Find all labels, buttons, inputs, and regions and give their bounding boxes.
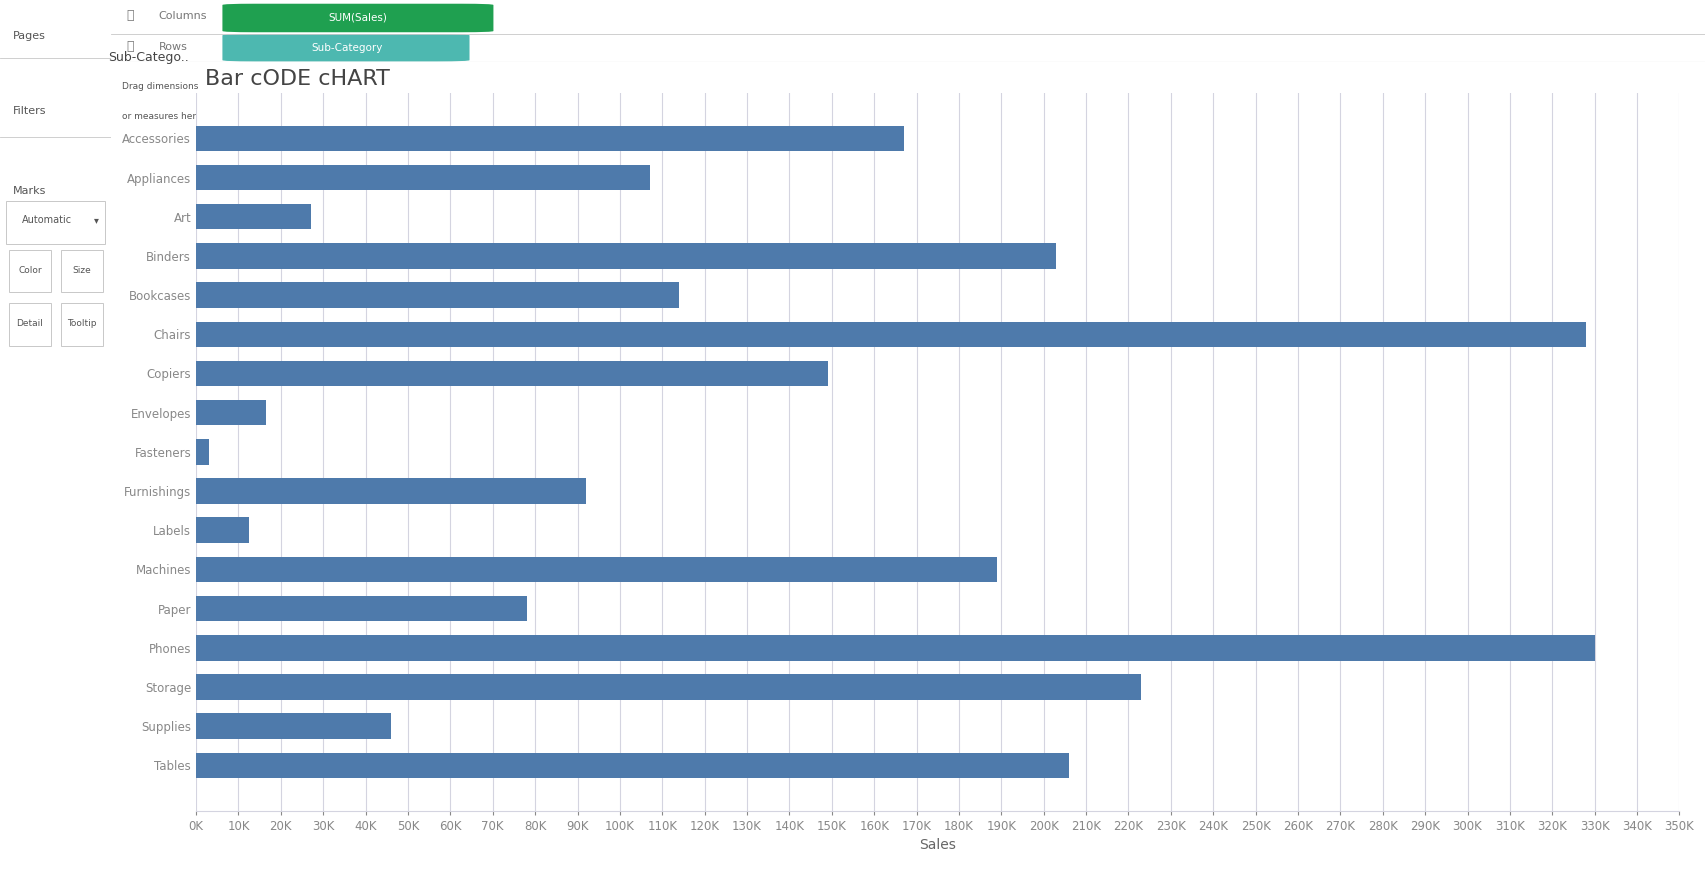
FancyBboxPatch shape xyxy=(5,201,106,244)
FancyBboxPatch shape xyxy=(61,250,102,292)
FancyBboxPatch shape xyxy=(9,250,51,292)
X-axis label: Sales: Sales xyxy=(919,838,957,852)
Bar xyxy=(196,322,1586,347)
Text: ▾: ▾ xyxy=(94,214,99,225)
Text: Marks: Marks xyxy=(14,186,46,196)
FancyBboxPatch shape xyxy=(61,303,102,346)
Text: Sub-Catego..: Sub-Catego.. xyxy=(107,51,189,65)
FancyBboxPatch shape xyxy=(9,303,51,346)
Text: Rows: Rows xyxy=(159,42,188,51)
Bar xyxy=(196,439,208,464)
Text: Detail: Detail xyxy=(17,319,43,328)
Bar xyxy=(196,713,390,739)
Text: or measures here.: or measures here. xyxy=(123,113,205,121)
Bar xyxy=(196,126,904,152)
Text: ⫿: ⫿ xyxy=(126,40,135,53)
Bar xyxy=(196,283,679,307)
Text: Columns: Columns xyxy=(159,11,206,20)
FancyBboxPatch shape xyxy=(222,35,469,61)
Bar xyxy=(196,204,310,229)
Text: Automatic: Automatic xyxy=(22,214,72,225)
Text: Color: Color xyxy=(19,266,41,275)
Text: Size: Size xyxy=(73,266,92,275)
Bar xyxy=(196,243,1057,268)
Bar xyxy=(196,752,1069,778)
Bar xyxy=(196,596,527,621)
Text: Drag dimensions: Drag dimensions xyxy=(123,82,198,91)
Bar xyxy=(196,361,827,386)
Bar xyxy=(196,556,997,582)
Bar xyxy=(196,635,1594,661)
Bar xyxy=(196,400,266,425)
Text: Sub-Category: Sub-Category xyxy=(310,43,382,53)
Bar xyxy=(196,674,1141,700)
Bar xyxy=(196,478,587,504)
Text: ⫿: ⫿ xyxy=(126,9,135,22)
Bar xyxy=(196,165,650,190)
Text: SUM(Sales): SUM(Sales) xyxy=(329,12,387,22)
Bar xyxy=(196,517,249,543)
Text: Bar cODE cHART: Bar cODE cHART xyxy=(205,68,389,89)
Text: Tooltip: Tooltip xyxy=(66,319,97,328)
Text: Filters: Filters xyxy=(14,106,46,116)
FancyBboxPatch shape xyxy=(222,4,493,32)
Text: Pages: Pages xyxy=(14,31,46,41)
